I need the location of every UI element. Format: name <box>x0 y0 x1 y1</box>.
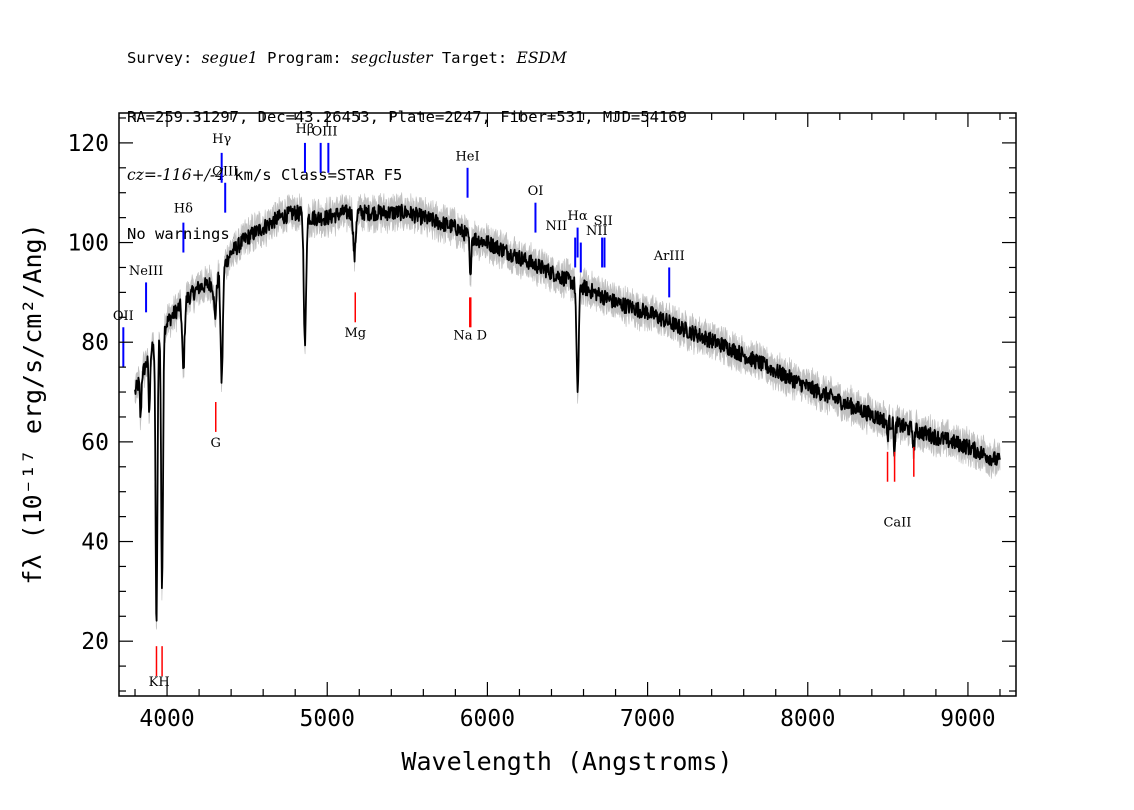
target-label: Target: <box>432 49 517 67</box>
line-label-oi: OI <box>528 184 544 199</box>
line-label-nad: Na D <box>453 329 487 344</box>
line-label-sii: SII <box>594 214 613 229</box>
y-tick-label: 80 <box>81 330 109 356</box>
line-label-neiii: NeIII <box>129 264 163 279</box>
target-value: ESDM <box>516 49 567 67</box>
header-line-redshift: cz=-116+/-4 km/s Class=STAR F5 <box>127 166 687 186</box>
spectrum-header: Survey: segue1 Program: segcluster Targe… <box>127 10 687 264</box>
line-label-hbeta: Hβ <box>296 122 315 137</box>
program-label: Program: <box>257 49 352 67</box>
y-axis-title: fλ (10⁻¹⁷ erg/s/cm²/Ang) <box>18 223 47 584</box>
line-label-oiii-4983: OIII <box>311 124 337 139</box>
x-tick-label: 4000 <box>139 706 194 732</box>
line-label-kh: KH <box>149 675 170 690</box>
line-label-oiii-4363: OIII <box>212 164 238 179</box>
flux-spectrum-line <box>134 203 1001 622</box>
y-tick-label: 40 <box>81 530 109 556</box>
x-tick-label: 8000 <box>780 706 835 732</box>
x-tick-label: 5000 <box>300 706 355 732</box>
redshift-value: cz=-116+/-4 <box>127 166 225 184</box>
axis-tick-labels: 4000 5000 6000 7000 8000 9000 20 40 60 80 100 120 <box>67 131 995 732</box>
line-label-hgamma: Hγ <box>212 132 231 147</box>
line-label-g: G <box>211 436 221 451</box>
plot-data-layer <box>122 142 1001 677</box>
class-value: km/s Class=STAR F5 <box>224 166 403 184</box>
line-label-nii-6583: NII <box>586 224 608 239</box>
plot-frame <box>118 112 1017 697</box>
x-tick-label: 6000 <box>460 706 515 732</box>
survey-value: segue1 <box>201 49 258 67</box>
flux-error-band <box>134 192 1001 630</box>
y-tick-label: 100 <box>67 231 109 257</box>
header-line-warnings: No warnings. <box>127 224 239 243</box>
y-tick-label: 120 <box>67 131 109 157</box>
line-label-oii: OII <box>113 309 134 324</box>
axis-ticks <box>119 113 1016 696</box>
spectral-line-labels: OIINeIIIHδHγOIIIHβOIIIHeIOINIIHαNIISIIAr… <box>113 122 912 690</box>
y-tick-label: 60 <box>81 430 109 456</box>
x-tick-label: 9000 <box>940 706 995 732</box>
survey-label: Survey: <box>127 49 202 67</box>
y-tick-label: 20 <box>81 629 109 655</box>
line-label-ariii: ArIII <box>653 249 685 264</box>
line-label-halpha: Hα <box>568 209 588 224</box>
line-label-hdelta: Hδ <box>174 202 193 217</box>
line-label-mg: Mg <box>344 326 366 341</box>
line-label-hei: HeI <box>455 149 479 164</box>
line-label-nii-6548: NII <box>545 219 567 234</box>
line-label-caii: CaII <box>883 516 911 531</box>
program-value: segcluster <box>351 49 433 67</box>
x-tick-label: 7000 <box>620 706 675 732</box>
x-axis-title: Wavelength (Angstroms) <box>401 747 732 776</box>
header-line-survey: Survey: segue1 Program: segcluster Targe… <box>127 49 687 69</box>
header-line-coordinates: RA=259.31297, Dec=43.26453, Plate=2247, … <box>127 107 687 126</box>
